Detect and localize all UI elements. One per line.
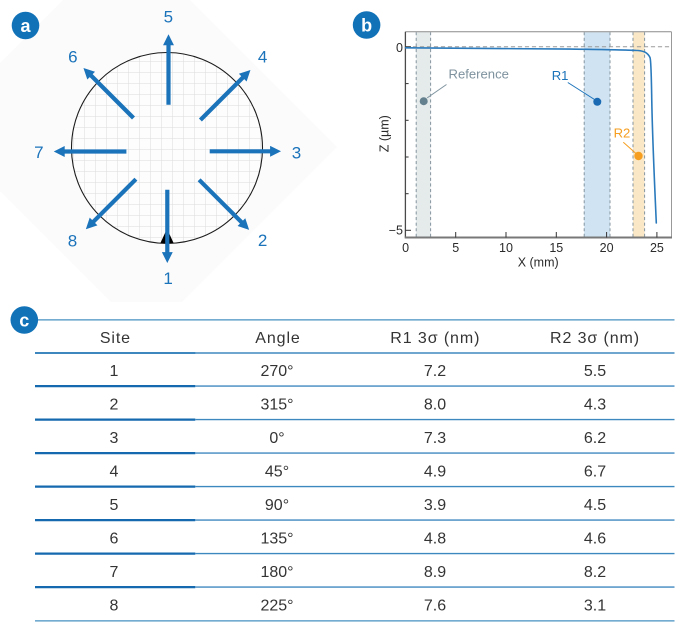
svg-text:6: 6	[110, 530, 119, 547]
svg-text:6: 6	[68, 47, 77, 66]
svg-text:8.2: 8.2	[584, 564, 606, 581]
svg-text:225°: 225°	[260, 597, 293, 614]
svg-text:5: 5	[164, 7, 173, 26]
svg-text:R1 3σ (nm): R1 3σ (nm)	[390, 330, 480, 347]
svg-text:4.9: 4.9	[424, 463, 446, 480]
svg-text:2: 2	[258, 231, 267, 250]
svg-text:4: 4	[110, 463, 119, 480]
svg-text:4.5: 4.5	[584, 497, 606, 514]
svg-text:4.6: 4.6	[584, 530, 606, 547]
svg-text:0°: 0°	[269, 430, 284, 447]
svg-text:5: 5	[452, 241, 459, 255]
svg-text:4.3: 4.3	[584, 396, 606, 413]
svg-text:270°: 270°	[260, 363, 293, 380]
svg-text:5.5: 5.5	[584, 363, 606, 380]
svg-text:R1: R1	[552, 68, 569, 83]
svg-text:7.2: 7.2	[424, 363, 446, 380]
svg-text:4: 4	[258, 48, 267, 67]
svg-text:R2: R2	[614, 125, 631, 140]
svg-text:20: 20	[600, 241, 614, 255]
svg-text:5: 5	[110, 497, 119, 514]
svg-text:Z (µm): Z (µm)	[377, 115, 391, 152]
svg-text:−5: −5	[389, 223, 403, 237]
svg-text:6.7: 6.7	[584, 463, 606, 480]
svg-text:6.2: 6.2	[584, 430, 606, 447]
svg-text:0: 0	[396, 41, 403, 55]
svg-text:8: 8	[110, 597, 119, 614]
svg-text:Angle: Angle	[255, 330, 300, 347]
svg-text:Site: Site	[100, 330, 131, 347]
svg-text:10: 10	[499, 241, 513, 255]
svg-text:90°: 90°	[265, 497, 289, 514]
svg-text:b: b	[361, 15, 372, 35]
svg-text:8.9: 8.9	[424, 564, 446, 581]
svg-text:3: 3	[292, 143, 301, 162]
svg-text:8.0: 8.0	[424, 396, 446, 413]
svg-text:7: 7	[110, 564, 119, 581]
svg-text:7: 7	[34, 143, 43, 162]
svg-text:3: 3	[110, 430, 119, 447]
svg-text:135°: 135°	[260, 530, 293, 547]
svg-text:3.1: 3.1	[584, 597, 606, 614]
svg-text:15: 15	[549, 241, 563, 255]
svg-text:X (mm): X (mm)	[518, 256, 559, 270]
svg-text:c: c	[19, 310, 29, 330]
svg-text:Reference: Reference	[449, 66, 509, 81]
svg-text:7.6: 7.6	[424, 597, 446, 614]
svg-text:1: 1	[163, 269, 172, 288]
svg-text:4.8: 4.8	[424, 530, 446, 547]
svg-text:8: 8	[68, 232, 77, 251]
svg-text:315°: 315°	[260, 396, 293, 413]
svg-text:3.9: 3.9	[424, 497, 446, 514]
svg-text:25: 25	[650, 241, 664, 255]
svg-text:1: 1	[110, 363, 119, 380]
svg-text:a: a	[20, 16, 31, 36]
svg-text:R2 3σ (nm): R2 3σ (nm)	[550, 330, 640, 347]
svg-text:7.3: 7.3	[424, 430, 446, 447]
svg-text:2: 2	[110, 396, 119, 413]
svg-text:180°: 180°	[260, 564, 293, 581]
svg-text:45°: 45°	[265, 463, 289, 480]
svg-text:0: 0	[402, 241, 409, 255]
